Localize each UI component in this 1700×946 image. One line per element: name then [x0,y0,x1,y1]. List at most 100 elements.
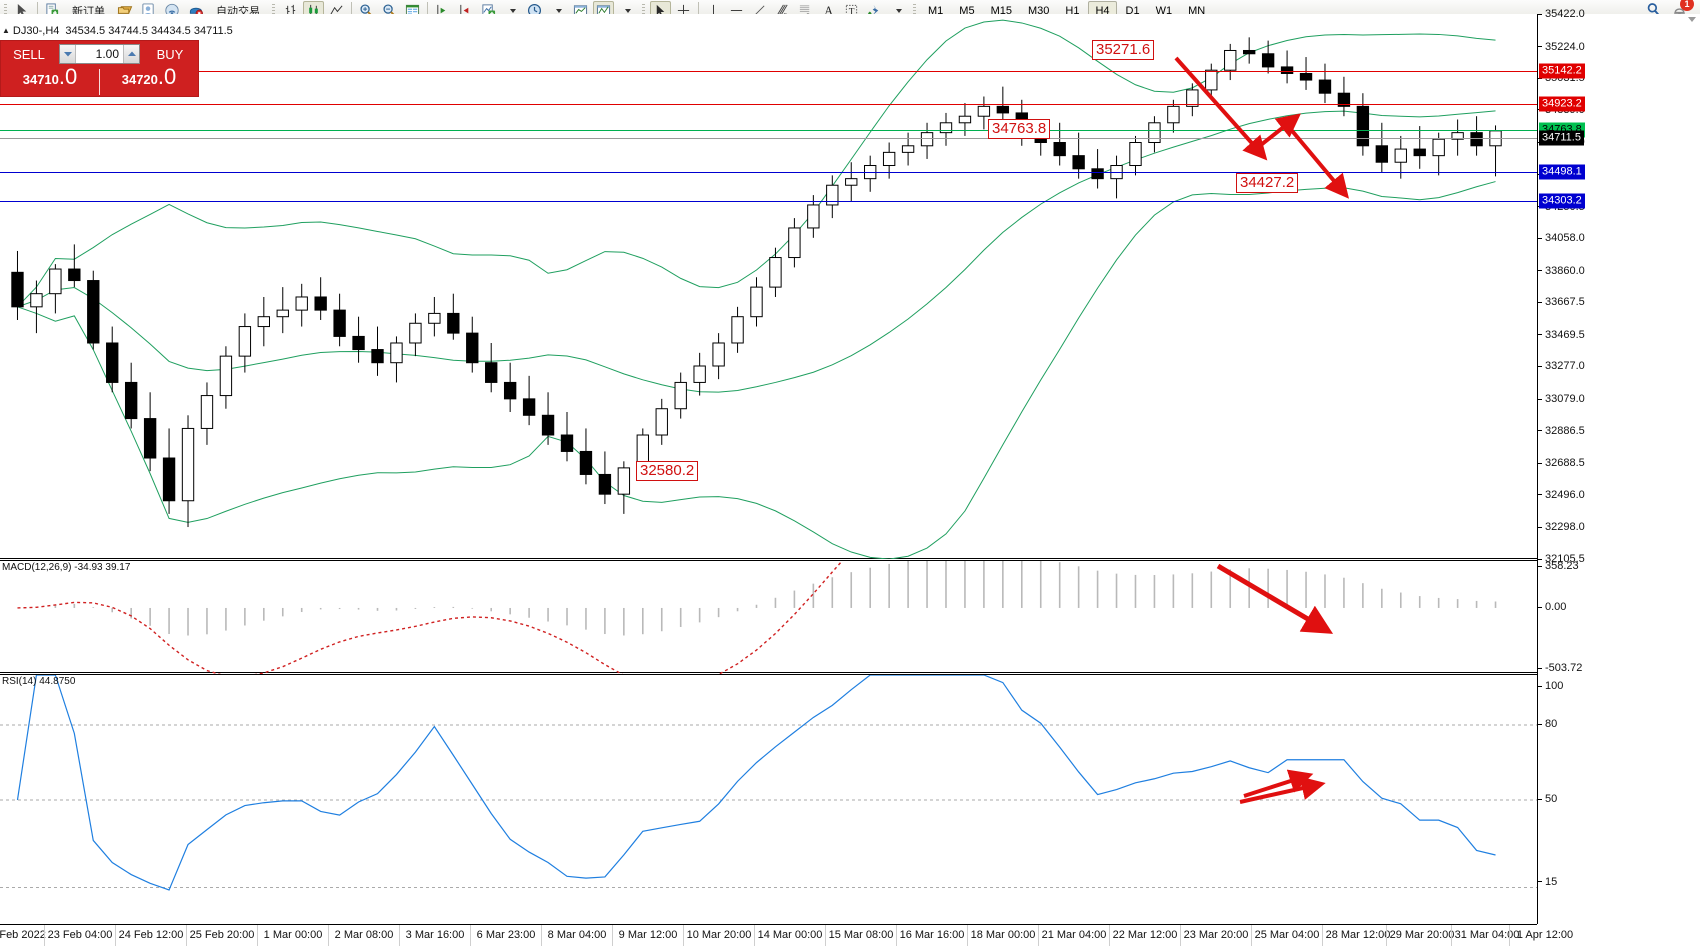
candle-body [541,414,555,436]
price-tick: 33860.0 [1538,265,1585,277]
macd-label: MACD(12,26,9) -34.93 39.17 [2,562,131,573]
volume-input[interactable]: 1.00 [95,47,119,61]
candle-body [579,450,593,475]
date-tick: 1 Apr 12:00 [1516,929,1574,941]
chart-ohlc: 34534.5 34744.5 34434.5 34711.5 [65,24,233,37]
volume-stepper[interactable]: 1.00 [59,44,140,64]
support-34303-tag[interactable]: 34303.2 [1539,193,1585,209]
indicator-tick: -503.72 [1538,662,1582,674]
timeframe-w1[interactable]: W1 [1155,4,1173,17]
timeframe-m30[interactable]: M30 [1027,4,1050,17]
candle-body [788,227,801,259]
candle-body [958,115,972,124]
price-tick: 33469.5 [1538,329,1585,341]
candle-body [1205,69,1218,91]
resistance-34923-tag[interactable]: 34923.2 [1539,96,1585,112]
bid-line-34711-tag[interactable]: 34711.5 [1539,130,1584,146]
resistance-35142-tag[interactable]: 35142.2 [1539,63,1585,79]
chart-collapse-icon[interactable]: ▲ [2,26,10,35]
vertical-scroll-up-arrow[interactable] [1688,17,1696,22]
octp-prices-row: 34710.0 34720.0 [1,64,198,97]
sell-price[interactable]: 34710.0 [1,66,99,97]
chevron-down-icon-period[interactable] [547,1,568,21]
toolbar-grip-2[interactable] [270,1,277,20]
candle-body [674,381,687,410]
date-separator [1251,925,1252,946]
date-tick: 23 Mar 20:00 [1183,929,1249,941]
text-label-icon[interactable]: A [818,1,839,21]
toolbar-grip-3[interactable] [640,1,647,20]
price-label-35271[interactable]: 35271.6 [1092,40,1155,60]
volume-increase-button[interactable] [123,45,139,63]
buy-price-decimal: .0 [157,64,177,89]
timeframe-h1[interactable]: H1 [1065,4,1080,17]
candle-body [522,398,536,416]
date-tick: 10 Mar 20:00 [686,929,752,941]
chevron-down-icon-shapes[interactable] [887,1,908,21]
timeframe-d1[interactable]: D1 [1125,4,1140,17]
price-label-34763[interactable]: 34763.8 [988,119,1051,139]
indicator-tick: 358.23 [1538,560,1579,572]
resistance-35142 [0,71,1537,72]
chevron-down-icon-indicators[interactable] [501,1,522,21]
candle-body [920,132,934,147]
date-separator [612,925,613,946]
svg-text:A: A [824,4,833,18]
candle-body [466,332,479,364]
timeframe-mn[interactable]: MN [1188,4,1206,17]
macd-canvas [17,561,1497,674]
date-tick: 16 Mar 16:00 [899,929,965,941]
buy-button[interactable]: BUY [156,46,184,62]
date-separator [967,925,968,946]
toolbar-grip-4[interactable] [911,1,918,20]
price-chart-canvas [11,19,1502,559]
price-axis[interactable]: 35422.035224.035031.534839.034641.034448… [1537,8,1700,924]
cursor-arrow-icon[interactable] [12,1,33,21]
timeframe-m1[interactable]: M1 [928,4,944,17]
toolbar-divider [37,2,38,19]
candle-body [598,473,612,495]
sell-button[interactable]: SELL [13,46,45,62]
candle-body [1053,142,1066,157]
sell-price-integer: 34710 [22,72,59,87]
price-tick: 35224.0 [1538,41,1585,53]
horizontal-line-icon[interactable] [726,1,747,21]
date-separator [44,925,45,946]
rsi-pane[interactable]: RSI(14) 44.8750 [0,674,1537,924]
candle-body [845,178,858,186]
date-tick: 31 Mar 04:00 [1454,929,1520,941]
level-34763 [0,130,1537,131]
macd-pane[interactable]: MACD(12,26,9) -34.93 39.17 [0,560,1537,674]
candle-body [977,105,991,117]
candle-body [1394,148,1407,163]
folder-icon[interactable] [114,1,136,21]
price-tick: 35422.0 [1538,8,1585,20]
indicator-tick: 50 [1538,793,1557,805]
support-34303 [0,201,1537,202]
bar-chart-icon[interactable] [280,1,301,21]
candle-body [428,312,441,324]
candle-body [1299,72,1313,81]
date-separator [1109,925,1110,946]
date-tick: 14 Mar 00:00 [757,929,823,941]
trendline-icon[interactable] [749,1,770,21]
price-tick: 33277.0 [1538,360,1585,372]
date-tick: 21 Mar 04:00 [1041,929,1107,941]
buy-price[interactable]: 34720.0 [100,64,198,97]
price-label-34427[interactable]: 34427.2 [1236,173,1299,193]
price-label-32580[interactable]: 32580.2 [636,461,699,481]
price-tick: 32105.5 [1538,553,1585,565]
timeframe-m5[interactable]: M5 [959,4,975,17]
bollinger-band [17,181,1496,559]
volume-decrease-button[interactable] [60,45,76,63]
candle-body [409,322,422,344]
candle-body [750,286,763,318]
price-chart-pane[interactable] [0,14,1537,559]
timeframe-m15[interactable]: M15 [990,4,1012,17]
chevron-down-icon-templates[interactable] [616,1,637,21]
indicator-tick: 15 [1538,876,1557,888]
toolbar-grip[interactable] [2,1,9,20]
support-34498-tag[interactable]: 34498.1 [1539,164,1585,180]
one-click-trading-panel[interactable]: SELL 1.00 BUY 34710.0 34720.0 [0,40,199,97]
